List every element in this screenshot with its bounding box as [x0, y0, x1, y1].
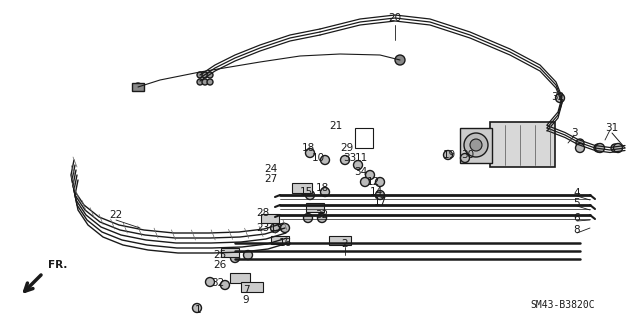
Text: 31: 31 — [605, 123, 619, 133]
Circle shape — [595, 144, 605, 152]
Text: 34: 34 — [355, 167, 367, 177]
Text: 13: 13 — [269, 223, 283, 233]
Circle shape — [464, 133, 488, 157]
Text: 18: 18 — [301, 143, 315, 153]
Circle shape — [360, 177, 369, 187]
Text: 16: 16 — [278, 238, 292, 248]
Text: 9: 9 — [243, 295, 250, 305]
Circle shape — [594, 144, 602, 152]
Text: 29: 29 — [340, 143, 354, 153]
Bar — [271, 236, 289, 244]
Circle shape — [444, 151, 452, 160]
Circle shape — [207, 79, 213, 85]
Circle shape — [576, 139, 584, 147]
Text: SM43-B3820C: SM43-B3820C — [530, 300, 595, 310]
Text: 18: 18 — [316, 183, 328, 193]
Circle shape — [614, 144, 623, 152]
Bar — [355, 128, 373, 148]
Circle shape — [271, 224, 280, 233]
Circle shape — [243, 250, 253, 259]
Text: 22: 22 — [109, 210, 123, 220]
Bar — [329, 236, 351, 245]
Text: 19: 19 — [442, 150, 456, 160]
Text: 3: 3 — [571, 128, 577, 138]
Bar — [490, 122, 555, 167]
Text: 23: 23 — [257, 223, 269, 233]
Circle shape — [321, 155, 330, 165]
Text: 6: 6 — [573, 213, 580, 223]
Bar — [230, 273, 250, 283]
Circle shape — [470, 139, 482, 151]
Circle shape — [197, 72, 203, 78]
Bar — [241, 282, 263, 292]
Text: 1: 1 — [195, 305, 202, 315]
Text: 32: 32 — [316, 210, 328, 220]
Circle shape — [205, 278, 214, 286]
Text: 10: 10 — [312, 153, 324, 163]
Text: 20: 20 — [388, 13, 401, 23]
Circle shape — [575, 144, 584, 152]
Circle shape — [230, 254, 239, 263]
Circle shape — [556, 93, 564, 102]
Text: 32: 32 — [552, 92, 564, 102]
Circle shape — [321, 188, 330, 197]
Bar — [221, 248, 239, 257]
Bar — [261, 214, 279, 223]
Text: 14: 14 — [369, 187, 383, 197]
Circle shape — [305, 149, 314, 158]
Bar — [306, 203, 324, 212]
Circle shape — [317, 213, 326, 222]
Text: 12: 12 — [366, 177, 380, 187]
Text: 32: 32 — [211, 278, 225, 288]
Text: 28: 28 — [257, 208, 269, 218]
Bar — [132, 83, 144, 91]
Circle shape — [376, 177, 385, 187]
Circle shape — [303, 213, 312, 222]
Text: 11: 11 — [355, 153, 367, 163]
Text: 15: 15 — [300, 187, 312, 197]
Circle shape — [202, 79, 208, 85]
Bar — [292, 183, 312, 193]
Text: 4: 4 — [573, 188, 580, 198]
Text: 17: 17 — [373, 197, 387, 207]
Circle shape — [305, 190, 314, 199]
Circle shape — [353, 160, 362, 169]
Text: 7: 7 — [243, 285, 250, 295]
Text: 25: 25 — [213, 250, 227, 260]
Text: 30: 30 — [461, 150, 475, 160]
Circle shape — [376, 190, 385, 199]
Circle shape — [197, 79, 203, 85]
Bar — [460, 128, 492, 163]
Text: 5: 5 — [573, 198, 580, 208]
Circle shape — [207, 72, 213, 78]
Text: 26: 26 — [213, 260, 227, 270]
Circle shape — [365, 170, 374, 180]
Circle shape — [193, 303, 202, 313]
Circle shape — [340, 155, 349, 165]
Text: FR.: FR. — [48, 260, 67, 270]
Text: 8: 8 — [573, 225, 580, 235]
Text: 2: 2 — [342, 239, 348, 249]
Text: 24: 24 — [264, 164, 278, 174]
Circle shape — [134, 83, 142, 91]
Circle shape — [395, 55, 405, 65]
Circle shape — [202, 72, 208, 78]
Text: 27: 27 — [264, 174, 278, 184]
Text: 21: 21 — [330, 121, 342, 131]
Circle shape — [280, 224, 289, 233]
Text: 33: 33 — [344, 153, 356, 163]
Circle shape — [611, 144, 619, 152]
Circle shape — [221, 280, 230, 290]
Circle shape — [461, 153, 470, 162]
